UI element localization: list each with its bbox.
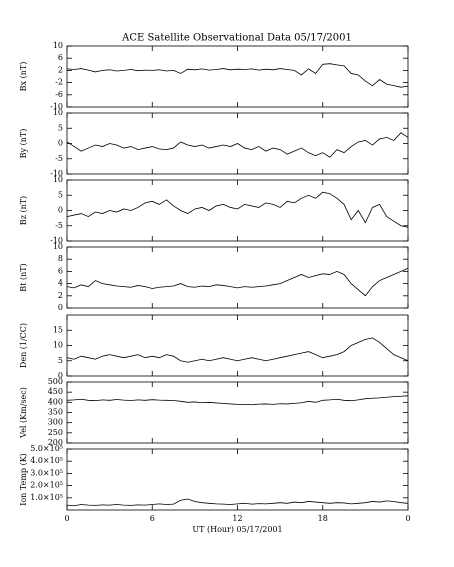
data-line: [66, 395, 409, 406]
y-tick-label: 200: [48, 438, 63, 447]
y-tick-label: 300: [48, 418, 63, 427]
y-axis-label: Vel (Km/sec): [19, 387, 28, 439]
y-tick-label: -2: [55, 78, 63, 87]
data-line: [66, 132, 409, 158]
data-line: [66, 337, 409, 363]
y-axis-label: By (nT): [19, 129, 28, 159]
y-tick-label: 2: [58, 65, 63, 74]
y-tick-label: 350: [48, 408, 63, 417]
x-tick-label: 18: [318, 514, 328, 523]
y-tick-label: -6: [55, 90, 63, 99]
y-axis-label: Bt (nT): [19, 263, 28, 291]
data-line: [66, 498, 409, 507]
data-line: [66, 63, 409, 88]
x-axis-label: UT (Hour) 05/17/2001: [192, 525, 282, 534]
plot-frame: [66, 448, 409, 511]
y-tick-label: 15: [53, 325, 63, 334]
y-tick-label: 450: [48, 387, 63, 396]
y-tick-label: 0: [58, 206, 63, 215]
y-tick-label: 10: [53, 341, 63, 350]
plot-frame: [66, 246, 409, 309]
y-tick-label: 10: [53, 242, 63, 251]
y-tick-label: 2.0×10⁵: [30, 481, 63, 490]
y-tick-label: 5: [58, 190, 63, 199]
y-tick-label: 5: [58, 356, 63, 365]
data-line: [66, 267, 409, 297]
x-tick-label: 12: [232, 514, 242, 523]
y-tick-label: 250: [48, 428, 63, 437]
plot-frame: [66, 179, 409, 242]
plot-frame: [66, 45, 409, 108]
y-tick-label: 500: [48, 377, 63, 386]
y-axis-label: Bz (nT): [19, 196, 28, 225]
y-tick-label: 5.0×10⁵: [30, 444, 63, 453]
y-tick-label: -5: [55, 154, 63, 163]
y-tick-label: -5: [55, 221, 63, 230]
y-tick-label: 10: [53, 108, 63, 117]
y-tick-label: 10: [53, 175, 63, 184]
plot-frame: [66, 314, 409, 377]
y-axis-label: Den (1/CC): [19, 323, 28, 368]
y-tick-label: 10: [53, 41, 63, 50]
plot-frame: [66, 381, 409, 444]
y-tick-label: 1.0×10⁵: [30, 493, 63, 502]
y-tick-label: 4.0×10⁵: [30, 456, 63, 465]
x-tick-label: 0: [64, 514, 69, 523]
y-axis-label: Ion Temp (K): [19, 453, 28, 506]
y-tick-label: -10: [50, 102, 63, 111]
y-tick-label: -10: [50, 236, 63, 245]
y-tick-label: 8: [58, 254, 63, 263]
y-tick-label: 6: [58, 266, 63, 275]
y-axis-label: Bx (nT): [19, 62, 28, 92]
x-tick-label: 6: [150, 514, 155, 523]
data-line: [66, 191, 409, 228]
y-tick-label: 0: [58, 139, 63, 148]
y-tick-label: -10: [50, 169, 63, 178]
y-tick-label: 4: [58, 279, 63, 288]
y-tick-label: 0: [58, 303, 63, 312]
y-tick-label: 2: [58, 291, 63, 300]
y-tick-label: 3.0×10⁵: [30, 468, 63, 477]
x-tick-label: 0: [405, 514, 410, 523]
y-tick-label: 5: [58, 123, 63, 132]
y-tick-label: 0: [58, 371, 63, 380]
y-tick-label: 400: [48, 397, 63, 406]
chart-title: ACE Satellite Observational Data 05/17/2…: [121, 33, 352, 44]
y-tick-label: 6: [58, 53, 63, 62]
